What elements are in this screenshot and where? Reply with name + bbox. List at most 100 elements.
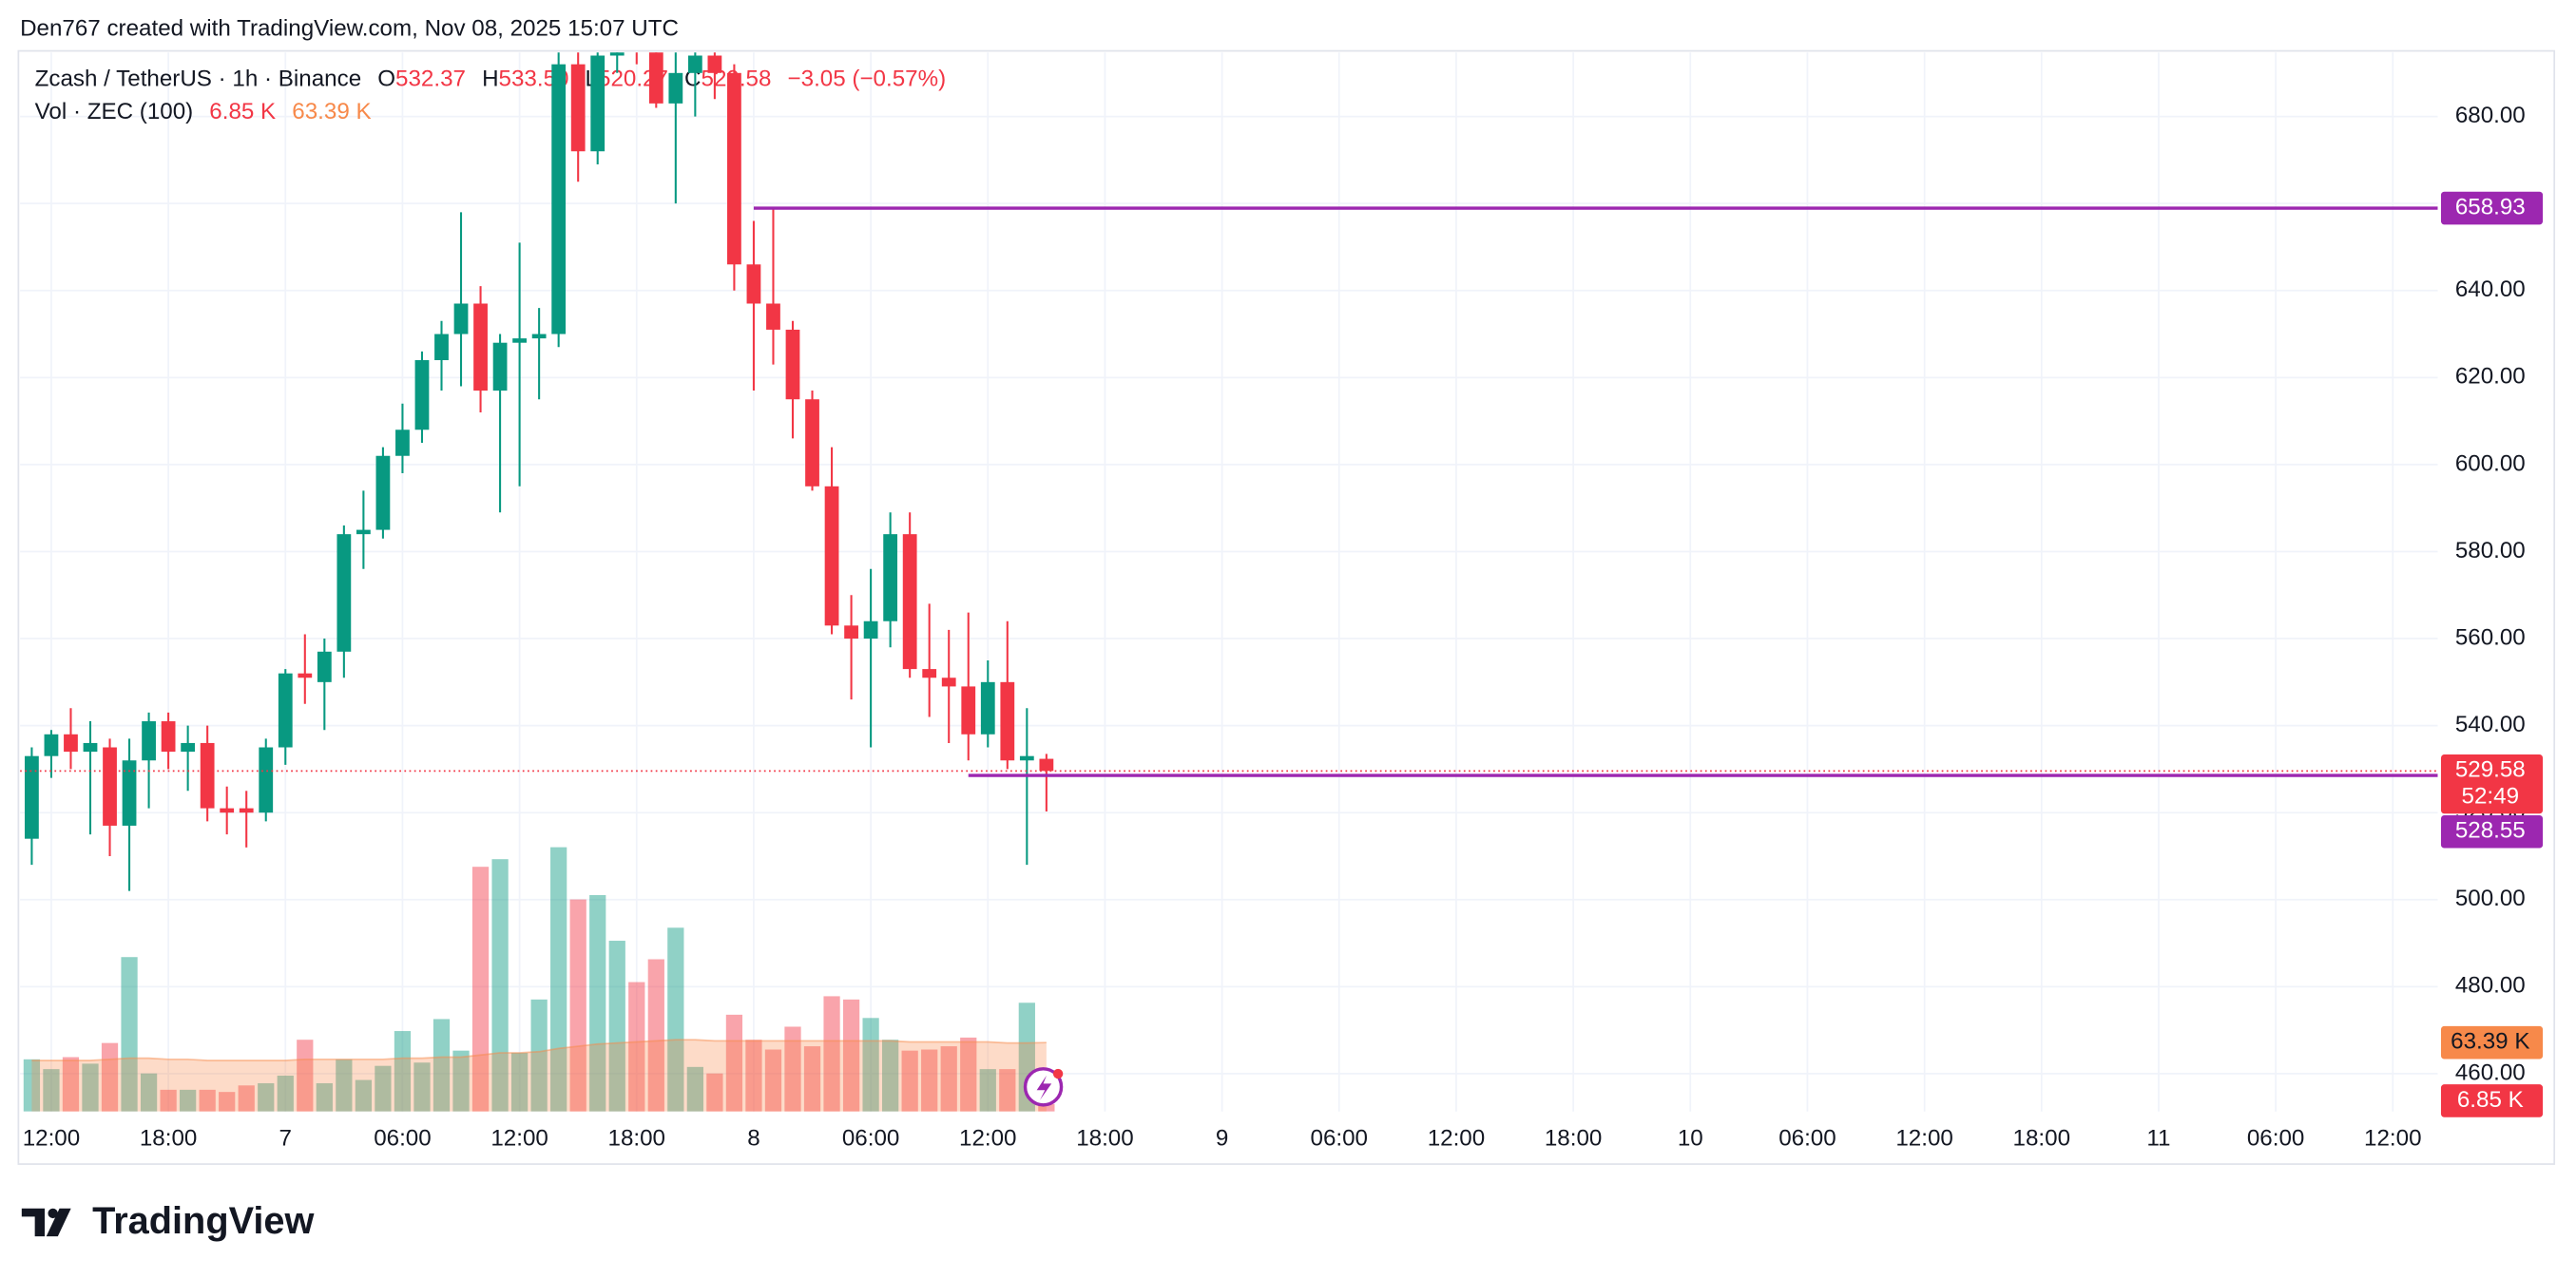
candle-body xyxy=(492,342,508,391)
line-price-label: 658.93 xyxy=(2455,194,2526,220)
volume-bar xyxy=(394,1031,412,1112)
volume-bar xyxy=(706,1073,723,1112)
candle-body xyxy=(453,303,469,334)
candle-body xyxy=(434,334,449,361)
volume-ma-line xyxy=(31,1039,1047,1061)
line-price-box xyxy=(2440,191,2544,225)
candle-body xyxy=(551,64,567,334)
candle-body xyxy=(1000,681,1015,761)
volume-bar xyxy=(433,1019,451,1112)
volume-bar xyxy=(452,1050,470,1112)
candle-body xyxy=(805,399,819,487)
volume-bar xyxy=(413,1062,431,1112)
volume-bar xyxy=(62,1057,80,1112)
candle-body xyxy=(142,721,156,761)
candle-body xyxy=(25,755,39,839)
candle-body xyxy=(746,264,761,304)
volume-bar xyxy=(140,1073,158,1112)
candle-body xyxy=(531,334,547,339)
candle-body xyxy=(961,686,976,735)
volume-bar xyxy=(23,1059,41,1112)
x-tick-label: 12:00 xyxy=(959,1126,1016,1152)
volume-bar xyxy=(316,1082,333,1112)
volume-bar xyxy=(43,1069,60,1112)
axes: 460.00480.00500.00520.00540.00560.00580.… xyxy=(23,103,2544,1152)
x-tick-label: 12:00 xyxy=(2364,1126,2422,1152)
x-tick-label: 18:00 xyxy=(1076,1126,1134,1152)
candle-body xyxy=(883,534,898,621)
replay-icon[interactable] xyxy=(1023,1067,1064,1107)
volume-bar xyxy=(608,941,625,1112)
ohlc-value: 532.37 xyxy=(395,67,466,92)
y-tick-label: 500.00 xyxy=(2455,886,2526,911)
brand: TradingView xyxy=(92,1200,314,1242)
line-price-box xyxy=(2440,814,2544,849)
volume-bar xyxy=(160,1089,177,1112)
last-price-box xyxy=(2440,754,2544,814)
candle-body xyxy=(980,681,995,735)
candle-body xyxy=(824,486,839,626)
chart-frame xyxy=(17,49,2556,1165)
last-price-label: 529.58 xyxy=(2455,757,2526,783)
volume-bar xyxy=(180,1089,197,1112)
volume-bar xyxy=(121,957,138,1112)
line-price-label: 528.55 xyxy=(2455,818,2526,844)
x-tick-label: 06:00 xyxy=(842,1126,900,1152)
x-tick-label: 12:00 xyxy=(1895,1126,1953,1152)
volume-title: Vol · ZEC (100) xyxy=(35,100,194,125)
volume-bar xyxy=(979,1069,996,1112)
volume-bar xyxy=(550,847,567,1112)
volume-bar xyxy=(258,1082,275,1112)
volume-bar xyxy=(823,996,840,1112)
y-tick-label: 580.00 xyxy=(2455,538,2526,563)
x-tick-label: 12:00 xyxy=(490,1126,548,1152)
y-tick-label: 480.00 xyxy=(2455,973,2526,999)
volume-ma-label: 63.39 K xyxy=(2451,1029,2529,1055)
ohlc-label: O xyxy=(377,67,395,92)
volume-bar xyxy=(999,1069,1016,1112)
candle-body xyxy=(181,742,196,753)
candle-body xyxy=(902,534,917,670)
candle-body xyxy=(590,55,606,152)
candle-body xyxy=(785,329,800,400)
volume-legend: Vol · ZEC (100) 6.85 K 63.39 K xyxy=(35,100,372,125)
change: −3.05 (−0.57%) xyxy=(788,67,947,92)
y-tick-label: 620.00 xyxy=(2455,364,2526,390)
volume-bar xyxy=(297,1040,314,1112)
candle-body xyxy=(356,529,371,535)
volume-bar xyxy=(784,1026,801,1112)
x-tick-label: 06:00 xyxy=(1778,1126,1836,1152)
candle-body xyxy=(727,72,741,265)
volume-box xyxy=(2440,1084,2544,1117)
volume-bar xyxy=(82,1063,99,1112)
x-tick-label: 18:00 xyxy=(2013,1126,2071,1152)
x-tick-label: 06:00 xyxy=(374,1126,431,1152)
candle-body xyxy=(609,52,625,56)
volume-bar xyxy=(589,894,606,1112)
candle-body xyxy=(1019,755,1034,761)
y-tick-label: 560.00 xyxy=(2455,624,2526,650)
volume-value: 6.85 K xyxy=(209,100,276,125)
symbol-legend: Zcash / TetherUS · 1h · Binance O532.37 … xyxy=(35,67,947,92)
candle-body xyxy=(220,808,235,813)
logo[interactable]: TradingView xyxy=(21,1200,315,1242)
candle-body xyxy=(44,734,59,756)
volume-bar xyxy=(277,1075,294,1112)
candle-body xyxy=(336,534,352,652)
candle-body xyxy=(259,747,274,813)
candle-body xyxy=(122,760,137,826)
candle-body xyxy=(1039,758,1054,772)
x-tick-label: 11 xyxy=(2146,1126,2170,1152)
volume-bar xyxy=(199,1089,216,1112)
volume-ma-box xyxy=(2440,1025,2544,1059)
candle-body xyxy=(844,625,858,640)
volume-bar xyxy=(921,1049,938,1112)
x-tick-label: 18:00 xyxy=(608,1126,666,1152)
volume-bar xyxy=(530,999,548,1112)
candle-body xyxy=(941,678,956,687)
candle-body xyxy=(707,55,722,73)
volume-bar xyxy=(491,859,509,1112)
volume-bar xyxy=(882,1040,899,1112)
volume-ma-value: 63.39 K xyxy=(292,100,371,125)
